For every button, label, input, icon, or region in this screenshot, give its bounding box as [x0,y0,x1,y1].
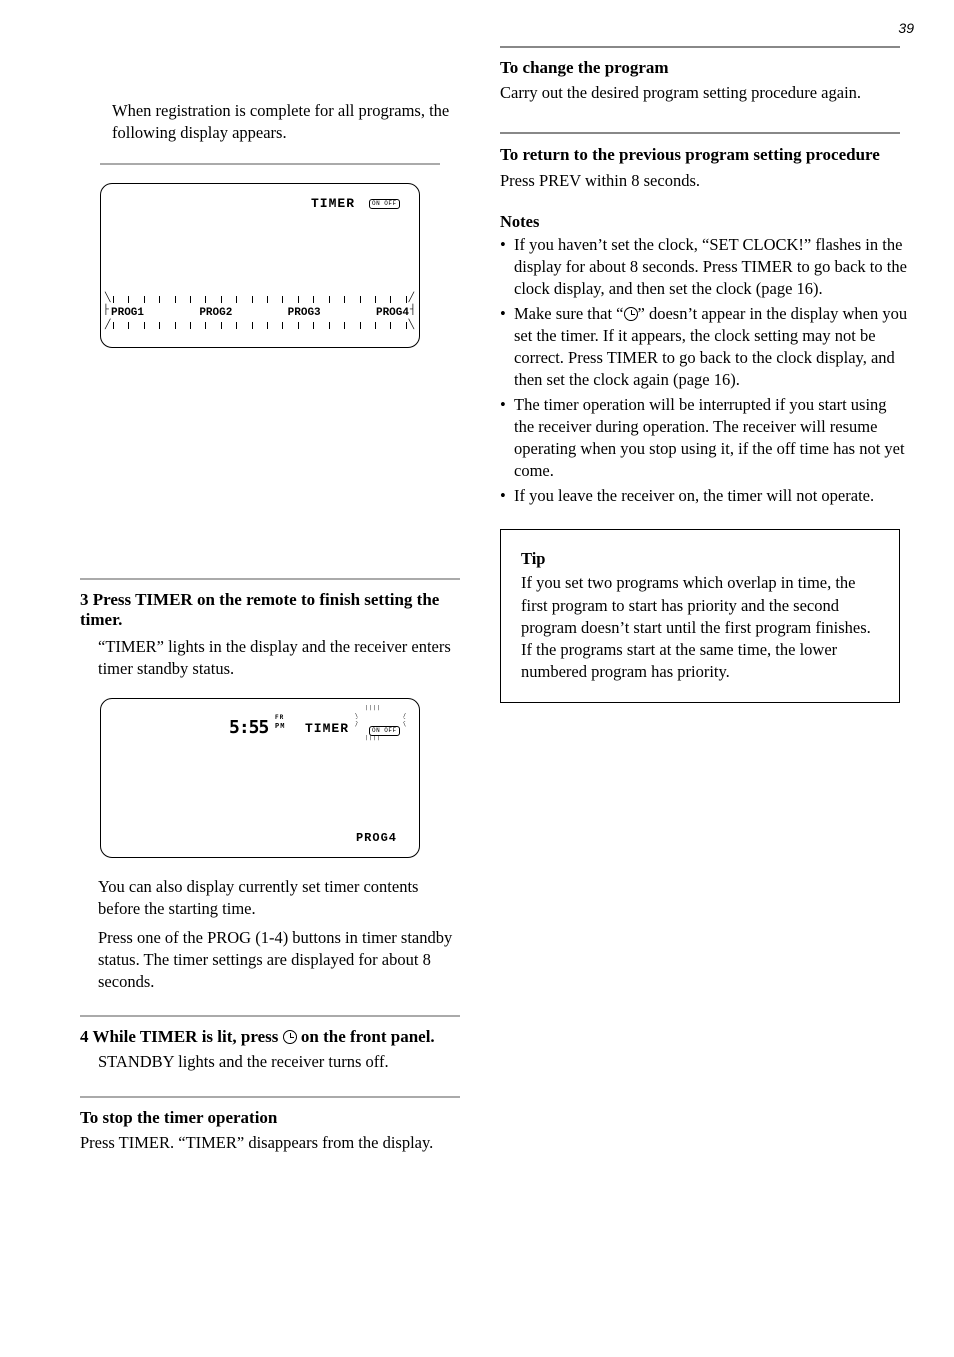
tip-body: If you set two programs which overlap in… [521,572,879,683]
tostop-body: Press TIMER. “TIMER” disappears from the… [80,1132,460,1154]
prog3-label: PROG3 [288,307,321,319]
prog4-label: PROG4 [356,831,397,845]
step4-head-span1: 4 While TIMER is lit, press [80,1027,283,1046]
clock-icon [624,307,638,321]
rule [100,163,440,165]
onoff-text: ON OFF [369,199,400,209]
lcd-display-1: TIMER ON OFF ╲ ╱ PROG1 PROG2 PROG3 PROG4… [100,183,420,348]
step3-body3: Press one of the PROG (1-4) buttons in t… [98,927,460,994]
rule [500,46,900,48]
bullet: • [500,303,514,392]
prog-labels: PROG1 PROG2 PROG3 PROG4 [111,307,409,319]
right-column: To change the program Carry out the desi… [500,0,910,703]
right-bracket: ┤ [410,305,417,316]
left-arrow-top: ╲ [105,293,111,303]
bullet: • [500,394,514,483]
note-2-text: Make sure that “” doesn’t appear in the … [514,303,910,392]
preprog-head: To return to the previous program settin… [500,144,910,165]
n2pre: Make sure that “ [514,304,624,323]
intro-text: When registration is complete for all pr… [112,100,460,145]
pm-label: PM [275,723,285,731]
tip-box: Tip If you set two programs which overla… [500,529,900,703]
left-arrow-bot: ╱ [105,320,111,330]
note-item-4: • If you leave the receiver on, the time… [500,485,910,507]
rule [80,578,460,580]
step3-body1: “TIMER” lights in the display and the re… [98,636,460,681]
timer-label: TIMER [311,196,355,211]
timer-label-2: TIMER [305,721,349,736]
lcd-display-2: 5:55 FR PM TIMER ON OFF | | | | | | | | … [100,698,420,858]
step3-head: 3 Press TIMER on the remote to finish se… [80,590,460,630]
fr-label: FR [275,714,284,721]
tochange-head: To change the program [500,58,910,78]
hatch-bot: | | | | [365,737,379,740]
step3-body2: You can also display currently set timer… [98,876,460,921]
hatch-r: /--\ [403,715,405,727]
prog1-label: PROG1 [111,307,144,319]
prog2-label: PROG2 [199,307,232,319]
tochange-body: Carry out the desired program setting pr… [500,82,910,104]
right-arrow-bot: ╲ [409,320,415,330]
note-item-1: • If you haven’t set the clock, “SET CLO… [500,234,910,301]
note-item-2: • Make sure that “” doesn’t appear in th… [500,303,910,392]
rule [80,1096,460,1098]
notes-head: Notes [500,212,910,232]
step4-head: 4 While TIMER is lit, press on the front… [80,1027,460,1047]
left-bracket: ├ [103,305,110,316]
time-block: 5:55 FR PM [229,717,268,738]
onoff-highlight: ON OFF [369,721,400,736]
onoff-indicator: ON OFF [369,194,400,209]
rule [80,1015,460,1017]
hatch-l: \--/ [355,715,357,727]
tostop-head: To stop the timer operation [80,1108,460,1128]
notes-list: • If you haven’t set the clock, “SET CLO… [500,234,910,507]
step4-body: STANDBY lights and the receiver turns of… [98,1051,460,1073]
step4-head-span2: on the front panel. [301,1027,435,1046]
prog-ticks-top [113,296,407,303]
hatch-top: | | | | [365,707,379,710]
note-item-3: • The timer operation will be interrupte… [500,394,910,483]
tip-head: Tip [521,548,879,570]
left-column: When registration is complete for all pr… [80,0,460,1154]
preprog-body: Press PREV within 8 seconds. [500,170,910,192]
prog4-label: PROG4 [376,307,409,319]
note-3-text: The timer operation will be interrupted … [514,394,910,483]
rule [500,132,900,134]
right-arrow-top: ╱ [409,293,415,303]
time-digits: 5:55 [229,717,268,738]
note-4-text: If you leave the receiver on, the timer … [514,485,910,507]
bullet: • [500,234,514,301]
bullet: • [500,485,514,507]
clock-icon [283,1030,297,1044]
note-1-text: If you haven’t set the clock, “SET CLOCK… [514,234,910,301]
prog-ticks-bottom [113,322,407,329]
